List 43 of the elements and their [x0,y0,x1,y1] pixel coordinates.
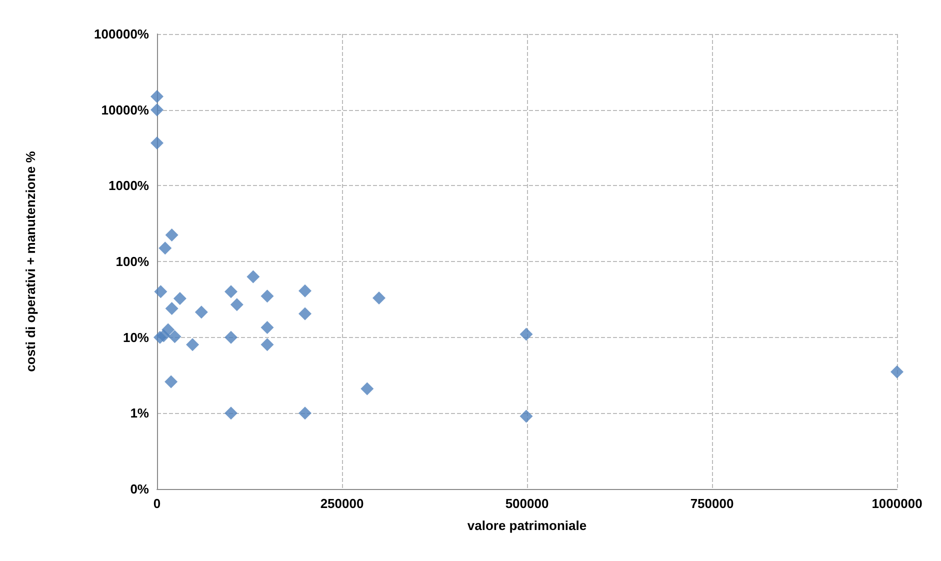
x-tick-label: 250000 [320,496,364,511]
point [224,330,238,344]
point [230,298,244,312]
point [194,306,208,319]
y-tick-label: 100% [116,254,150,269]
point [298,307,312,320]
point [164,375,178,388]
y-tick-label: 100000% [94,26,150,42]
point [162,323,175,336]
point [173,292,186,306]
y-tick-label: 10000% [101,102,150,118]
point [260,290,274,303]
point [298,284,312,298]
point [154,285,168,298]
point [890,365,904,378]
point [165,302,178,315]
point [224,406,238,420]
point [150,136,164,150]
point [168,330,182,344]
y-tick-label: 10% [122,330,150,345]
point [260,338,274,352]
point [224,285,238,298]
point [186,338,200,352]
point [298,406,312,420]
point [520,328,533,341]
y-axis-title: costi di operativi + manutenzione % [23,150,38,372]
point [246,270,260,284]
y-tick-label: 1000% [108,178,150,194]
point [260,320,274,334]
point [158,242,172,255]
x-tick-label: 500000 [505,496,549,511]
x-tick-label: 1000000 [872,496,922,511]
x-axis-title: valore patrimoniale [467,518,587,533]
point [520,410,533,423]
point [165,228,178,242]
point [360,382,374,396]
x-tick-label: 0 [153,496,161,511]
y-tick-label: 1% [130,406,150,421]
point [150,103,164,116]
y-tick-label: 0% [130,482,150,496]
point [372,292,386,305]
x-tick-label: 750000 [690,496,734,511]
point [150,90,164,103]
